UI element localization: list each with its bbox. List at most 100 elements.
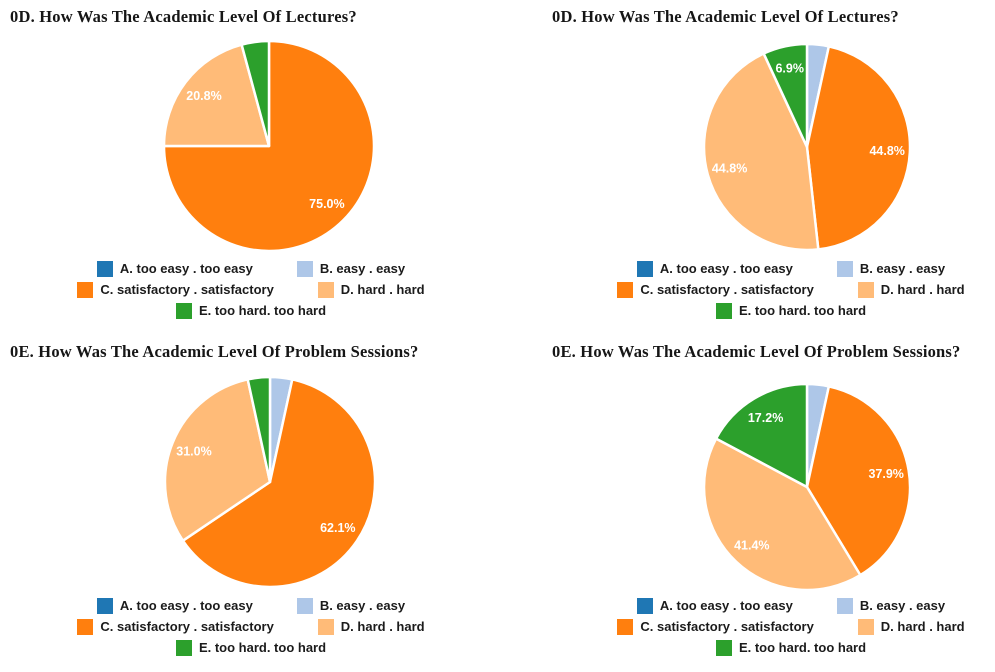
legend-swatch-a xyxy=(636,260,653,277)
pie-slice-c xyxy=(181,378,377,589)
pie-slice-d xyxy=(702,437,862,592)
legend-label: D. hard . hard xyxy=(880,619,965,634)
legend-label: B. easy . easy xyxy=(319,598,406,613)
chart-title: 0D. How Was The Academic Level Of Lectur… xyxy=(552,7,899,26)
legend-item-d: D. hard . hard xyxy=(857,281,965,298)
legend-item-b: B. easy . easy xyxy=(296,597,406,614)
slice-percent-label: 31.0% xyxy=(176,445,211,459)
legend-label: E. too hard. too hard xyxy=(738,303,867,318)
slice-percent-label: 37.9% xyxy=(868,467,903,481)
legend-label: E. too hard. too hard xyxy=(198,303,327,318)
pie-chart: 44.8% 44.8% 6.9% xyxy=(702,42,912,252)
legend-swatch-a xyxy=(96,260,113,277)
pie-slice-e xyxy=(762,42,809,149)
legend-item-d: D. hard . hard xyxy=(857,618,965,635)
legend-label: E. too hard. too hard xyxy=(198,640,327,655)
legend-label: A. too easy . too easy xyxy=(119,261,253,276)
legend-row: C. satisfactory . satisfactory D. hard . … xyxy=(617,618,965,635)
legend-row: C. satisfactory . satisfactory D. hard . … xyxy=(617,281,965,298)
legend-swatch-c xyxy=(77,618,94,635)
legend-row: E. too hard. too hard xyxy=(715,639,867,656)
legend-item-c: C. satisfactory . satisfactory xyxy=(617,618,814,635)
pie-slice-e xyxy=(714,382,809,489)
legend-label: D. hard . hard xyxy=(340,619,425,634)
chart-legend: A. too easy . too easy B. easy . easy C. s… xyxy=(541,597,995,656)
legend-label: C. satisfactory . satisfactory xyxy=(640,282,814,297)
legend-label: A. too easy . too easy xyxy=(659,261,793,276)
pie-slice-d xyxy=(702,52,820,252)
legend-label: D. hard . hard xyxy=(340,282,425,297)
legend-swatch-e xyxy=(715,302,732,319)
pie-chart: 37.9% 41.4% 17.2% xyxy=(702,382,912,592)
pie-slice-e xyxy=(246,375,272,484)
legend-row: E. too hard. too hard xyxy=(175,639,327,656)
pie-chart: 75.0% 20.8% xyxy=(162,39,376,253)
legend-item-e: E. too hard. too hard xyxy=(175,302,327,319)
chart-title: 0E. How Was The Academic Level Of Proble… xyxy=(552,342,961,361)
pie-chart: 62.1% 31.0% xyxy=(163,375,377,589)
slice-percent-label: 20.8% xyxy=(186,89,221,103)
legend-label: C. satisfactory . satisfactory xyxy=(100,619,274,634)
legend-label: E. too hard. too hard xyxy=(738,640,867,655)
slice-percent-label: 6.9% xyxy=(775,62,804,76)
legend-item-d: D. hard . hard xyxy=(317,618,425,635)
legend-item-a: A. too easy . too easy xyxy=(636,260,793,277)
legend-item-c: C. satisfactory . satisfactory xyxy=(617,281,814,298)
legend-swatch-d xyxy=(317,281,334,298)
slice-percent-label: 62.1% xyxy=(320,521,355,535)
pie-slice-e xyxy=(240,39,271,148)
slice-percent-label: 44.8% xyxy=(869,144,904,158)
legend-label: B. easy . easy xyxy=(859,261,946,276)
legend-label: C. satisfactory . satisfactory xyxy=(100,282,274,297)
legend-item-b: B. easy . easy xyxy=(296,260,406,277)
legend-label: B. easy . easy xyxy=(319,261,406,276)
chart-title: 0D. How Was The Academic Level Of Lectur… xyxy=(10,7,357,26)
pie-slice-d xyxy=(163,378,272,542)
slice-percent-label: 75.0% xyxy=(309,197,344,211)
legend-swatch-b xyxy=(836,260,853,277)
pie-slice-d xyxy=(162,43,271,148)
slice-percent-label: 44.8% xyxy=(712,162,747,176)
pie-slice-b xyxy=(805,382,831,489)
legend-row: A. too easy . too easy B. easy . easy xyxy=(96,260,406,277)
chart-legend: A. too easy . too easy B. easy . easy C. s… xyxy=(1,260,501,319)
legend-swatch-d xyxy=(857,281,874,298)
legend-swatch-c xyxy=(77,281,94,298)
slice-percent-label: 17.2% xyxy=(748,411,783,425)
legend-swatch-b xyxy=(296,597,313,614)
legend-swatch-d xyxy=(317,618,334,635)
legend-swatch-e xyxy=(715,639,732,656)
legend-swatch-c xyxy=(617,618,634,635)
pie-slice-b xyxy=(268,375,294,484)
chart-title: 0E. How Was The Academic Level Of Proble… xyxy=(10,342,419,361)
legend-label: B. easy . easy xyxy=(859,598,946,613)
legend-item-a: A. too easy . too easy xyxy=(96,597,253,614)
slice-percent-label: 41.4% xyxy=(734,538,769,552)
legend-item-b: B. easy . easy xyxy=(836,260,946,277)
legend-swatch-c xyxy=(617,281,634,298)
pie-slice-c xyxy=(162,39,376,253)
legend-row: E. too hard. too hard xyxy=(175,302,327,319)
legend-item-e: E. too hard. too hard xyxy=(715,639,867,656)
chart-legend: A. too easy . too easy B. easy . easy C. s… xyxy=(1,597,501,656)
legend-item-a: A. too easy . too easy xyxy=(96,260,253,277)
legend-item-e: E. too hard. too hard xyxy=(175,639,327,656)
legend-swatch-e xyxy=(175,302,192,319)
legend-swatch-b xyxy=(836,597,853,614)
legend-item-c: C. satisfactory . satisfactory xyxy=(77,618,274,635)
pie-slice-c xyxy=(805,45,912,251)
legend-label: D. hard . hard xyxy=(880,282,965,297)
pie-slice-b xyxy=(805,42,831,149)
legend-row: A. too easy . too easy B. easy . easy xyxy=(96,597,406,614)
legend-row: E. too hard. too hard xyxy=(715,302,867,319)
legend-row: C. satisfactory . satisfactory D. hard . … xyxy=(77,618,425,635)
legend-label: A. too easy . too easy xyxy=(659,598,793,613)
chart-legend: A. too easy . too easy B. easy . easy C. s… xyxy=(541,260,995,319)
legend-row: C. satisfactory . satisfactory D. hard . … xyxy=(77,281,425,298)
legend-swatch-b xyxy=(296,260,313,277)
legend-item-e: E. too hard. too hard xyxy=(715,302,867,319)
legend-label: A. too easy . too easy xyxy=(119,598,253,613)
